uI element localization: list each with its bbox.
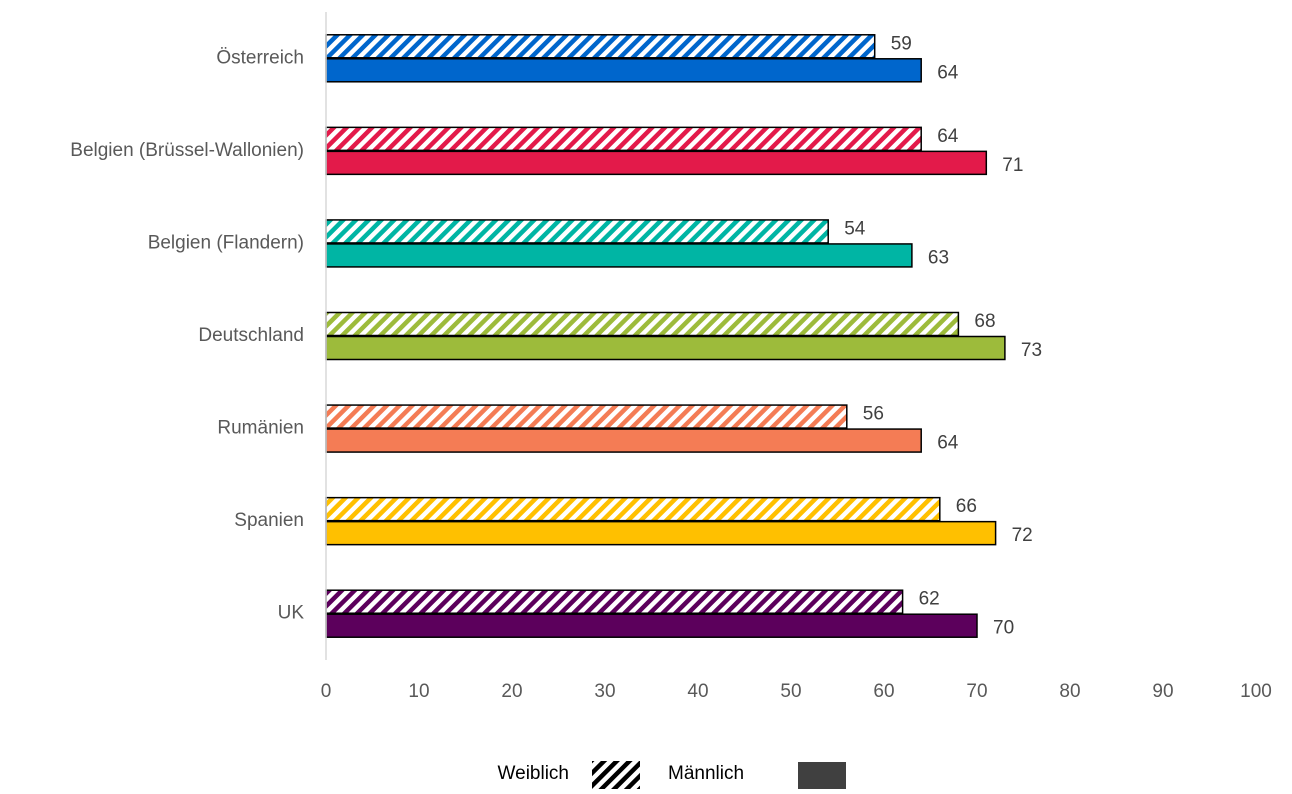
value-label-maennlich-spanien: 72 [1012, 525, 1033, 546]
category-label-rumanien: Rumänien [217, 418, 304, 439]
category-label-osterreich: Österreich [216, 47, 304, 68]
category-label-spanien: Spanien [234, 510, 304, 531]
x-tick-label-0: 0 [321, 681, 332, 702]
bar-weiblich-belgien-flandern [325, 219, 829, 244]
x-tick-label-40: 40 [687, 681, 708, 702]
x-tick-label-90: 90 [1152, 681, 1173, 702]
value-label-weiblich-belgien-flandern: 54 [844, 218, 866, 239]
bar-maennlich-deutschland [325, 335, 1006, 361]
bar-maennlich-osterreich [325, 58, 922, 83]
x-tick-label-30: 30 [594, 681, 615, 702]
bar-weiblich-spanien [325, 496, 941, 522]
value-label-weiblich-spanien: 66 [956, 496, 977, 517]
bars-layer [325, 34, 1006, 638]
category-label-uk: UK [278, 603, 305, 624]
bar-weiblich-uk [325, 589, 904, 614]
bar-weiblich-deutschland [325, 311, 960, 337]
value-label-maennlich-rumanien: 64 [937, 433, 959, 454]
x-tick-label-10: 10 [408, 681, 429, 702]
category-label-belgien-brussel-wallonien: Belgien (Brüssel-Wallonien) [70, 140, 304, 161]
bar-weiblich-belgien-brussel-wallonien [325, 126, 922, 152]
value-label-weiblich-rumanien: 56 [863, 404, 884, 425]
legend: Weiblich Männlich [498, 761, 846, 789]
legend-label-weiblich: Weiblich [498, 763, 569, 784]
bar-maennlich-rumanien [325, 428, 922, 453]
legend-label-maennlich: Männlich [668, 763, 744, 784]
category-label-belgien-flandern: Belgien (Flandern) [148, 232, 304, 253]
bar-weiblich-osterreich [325, 34, 876, 59]
bar-weiblich-rumanien [325, 404, 848, 429]
x-tick-label-80: 80 [1059, 681, 1080, 702]
x-tick-label-50: 50 [780, 681, 801, 702]
bar-maennlich-belgien-brussel-wallonien [325, 150, 988, 176]
value-label-weiblich-osterreich: 59 [891, 33, 912, 54]
value-label-weiblich-deutschland: 68 [974, 311, 995, 332]
value-label-maennlich-belgien-flandern: 63 [928, 247, 949, 268]
legend-swatch-maennlich [798, 762, 846, 789]
value-label-maennlich-belgien-brussel-wallonien: 71 [1002, 155, 1023, 176]
legend-swatch-weiblich [592, 761, 640, 789]
x-axis-ticks: 0 10 20 30 40 50 60 70 80 90 100 [321, 681, 1272, 702]
labels-layer: Österreich 59 64 Belgien (Brüssel-Wallonien… [70, 33, 1042, 638]
value-label-maennlich-deutschland: 73 [1021, 340, 1042, 361]
category-label-deutschland: Deutschland [198, 325, 304, 346]
x-tick-label-20: 20 [501, 681, 522, 702]
value-label-weiblich-belgien-brussel-wallonien: 64 [937, 126, 959, 147]
x-tick-label-100: 100 [1240, 681, 1272, 702]
value-label-maennlich-uk: 70 [993, 618, 1014, 639]
value-label-maennlich-osterreich: 64 [937, 62, 959, 83]
value-label-weiblich-uk: 62 [919, 589, 940, 610]
x-tick-label-60: 60 [873, 681, 894, 702]
bar-maennlich-belgien-flandern [325, 243, 913, 268]
bar-maennlich-uk [325, 613, 978, 638]
x-tick-label-70: 70 [966, 681, 987, 702]
bar-maennlich-spanien [325, 520, 997, 546]
